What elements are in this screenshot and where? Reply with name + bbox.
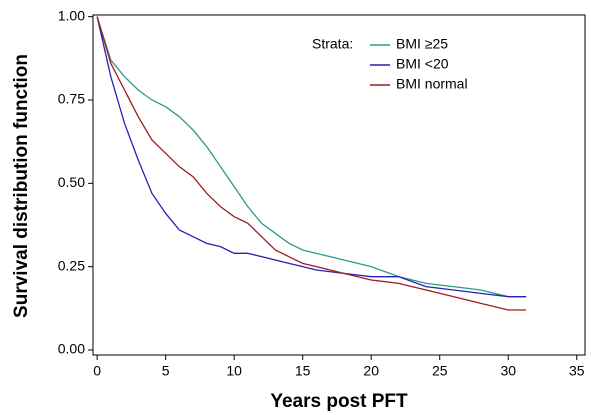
legend-label: BMI ≥25 (396, 36, 448, 52)
x-tick-label: 15 (295, 363, 311, 379)
x-tick-label: 25 (432, 363, 448, 379)
plot-frame (92, 14, 586, 356)
legend-label: BMI normal (396, 76, 468, 92)
y-tick-label: 0.75 (58, 91, 85, 107)
x-tick-label: 10 (226, 363, 242, 379)
y-tick-label: 1.00 (58, 7, 85, 23)
y-tick-label: 0.50 (58, 174, 85, 190)
legend-label: BMI <20 (396, 56, 449, 72)
x-tick-label: 5 (162, 363, 170, 379)
x-tick-label: 30 (500, 363, 516, 379)
survival-curve (96, 16, 527, 298)
x-axis-title: Years post PFT (270, 391, 408, 412)
x-tick-label: 0 (93, 363, 101, 379)
x-tick-label: 20 (363, 363, 379, 379)
legend-title: Strata: (312, 36, 353, 52)
survival-curve (96, 16, 527, 298)
y-tick-label: 0.25 (58, 257, 85, 273)
y-tick-label: 0.00 (58, 341, 85, 357)
survival-curve (96, 16, 527, 311)
x-tick-label: 35 (569, 363, 585, 379)
y-axis-title: Survival distribution function (11, 54, 32, 318)
